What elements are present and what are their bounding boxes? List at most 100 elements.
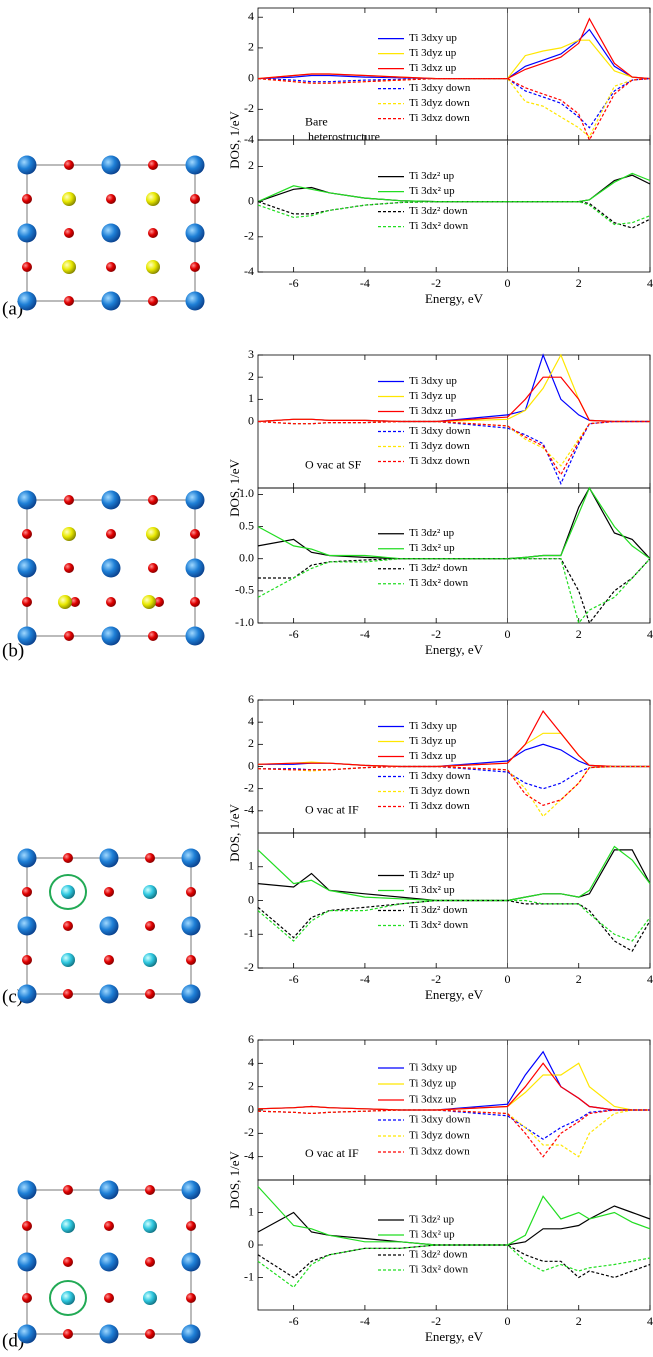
dopant-atom <box>58 595 72 609</box>
o-atom <box>145 989 155 999</box>
ti-atom <box>100 849 119 868</box>
o-atom <box>186 955 196 965</box>
o-atom <box>148 228 158 238</box>
annotation: Bare heterostructure <box>305 114 380 143</box>
dopant-atom <box>146 527 160 541</box>
x-tick-label: -4 <box>360 627 370 641</box>
legend-label: Ti 3dxy down <box>409 425 471 437</box>
x-tick-label: 4 <box>647 972 653 986</box>
ti-atom <box>100 1181 119 1200</box>
legend-label: Ti 3dxy down <box>409 770 471 782</box>
x-axis-label: Energy, eV <box>425 1329 484 1344</box>
x-tick-label: -6 <box>289 972 299 986</box>
y-tick-label: 0 <box>248 1237 254 1251</box>
legend-label: Ti 3dyz down <box>409 785 470 797</box>
ti-atom <box>182 917 201 936</box>
o-atom <box>63 1185 73 1195</box>
legend-label: Ti 3dx² down <box>409 220 469 232</box>
legend-label: Ti 3dxy up <box>409 1062 457 1074</box>
x-tick-label: -4 <box>360 972 370 986</box>
y-tick-label: -1 <box>244 1269 254 1283</box>
legend-label: Ti 3dz² down <box>409 562 468 574</box>
y-tick-label: -0.5 <box>235 583 254 597</box>
o-atom <box>104 1221 114 1231</box>
dopant-atom <box>142 595 156 609</box>
y-axis-label: DOS, 1/eV <box>227 1151 242 1209</box>
dopant-atom <box>62 527 76 541</box>
ti-atom <box>186 292 205 311</box>
o-atom <box>148 563 158 573</box>
x-tick-label: 4 <box>647 627 653 641</box>
x-tick-label: -6 <box>289 1314 299 1328</box>
o-atom <box>64 495 74 505</box>
o-atom <box>106 262 116 272</box>
ti-atom <box>18 1181 37 1200</box>
legend-label: Ti 3dxz up <box>409 62 457 74</box>
ti-atom <box>18 849 37 868</box>
ti-atom <box>182 985 201 1004</box>
legend-label: Ti 3dx² up <box>409 542 455 554</box>
o-atom <box>145 1185 155 1195</box>
o-atom <box>63 853 73 863</box>
y-tick-label: 0.0 <box>239 550 254 564</box>
legend-label: Ti 3dxz down <box>409 800 470 812</box>
o-atom <box>148 631 158 641</box>
x-tick-label: 0 <box>504 627 510 641</box>
legend-label: Ti 3dxy up <box>409 375 457 387</box>
y-tick-label: 0 <box>248 413 254 427</box>
dopant-atom <box>143 1219 157 1233</box>
legend-label: Ti 3dxy down <box>409 82 471 94</box>
dopant-atom <box>146 192 160 206</box>
x-axis-label: Energy, eV <box>425 291 484 306</box>
ti-atom <box>186 491 205 510</box>
ti-atom <box>182 1325 201 1344</box>
y-tick-label: -2 <box>244 229 254 243</box>
plot-frame <box>258 488 650 623</box>
o-atom <box>22 194 32 204</box>
legend-label: Ti 3dxz down <box>409 112 470 124</box>
legend-label: Ti 3dxy up <box>409 720 457 732</box>
dopant-atom <box>61 1219 75 1233</box>
x-tick-label: -6 <box>289 627 299 641</box>
ti-atom <box>100 985 119 1004</box>
x-tick-label: 2 <box>576 276 582 290</box>
o-atom <box>190 597 200 607</box>
o-atom <box>186 887 196 897</box>
ti-atom <box>182 849 201 868</box>
y-tick-label: 2 <box>248 158 254 172</box>
legend-label: Ti 3dyz up <box>409 390 457 402</box>
figure: (a)(b)(c)(d)-4-2024DOS, 1/eVTi 3dxy upTi… <box>0 0 653 1357</box>
ti-atom <box>102 491 121 510</box>
x-tick-label: 0 <box>504 1314 510 1328</box>
ti-atom <box>182 1253 201 1272</box>
legend-label: Ti 3dx² down <box>409 1264 469 1276</box>
legend-label: Ti 3dxz down <box>409 1146 470 1158</box>
legend-label: Ti 3dz² up <box>409 170 455 182</box>
o-atom <box>63 1257 73 1267</box>
o-atom <box>22 955 32 965</box>
o-atom <box>145 1257 155 1267</box>
dopant-atom <box>143 885 157 899</box>
y-tick-label: 1 <box>248 391 254 405</box>
legend-label: Ti 3dx² up <box>409 1229 455 1241</box>
legend-label: Ti 3dz² down <box>409 904 468 916</box>
y-tick-label: 4 <box>248 1055 254 1069</box>
ti-atom <box>18 985 37 1004</box>
o-atom <box>22 887 32 897</box>
o-atom <box>63 989 73 999</box>
o-atom <box>22 262 32 272</box>
legend-label: Ti 3dx² down <box>409 577 469 589</box>
o-atom <box>64 296 74 306</box>
dopant-atom <box>143 953 157 967</box>
ti-atom <box>18 156 37 175</box>
legend-label: Ti 3dyz down <box>409 440 470 452</box>
ti-atom <box>186 627 205 646</box>
y-tick-label: 0 <box>248 70 254 84</box>
annotation: O vac at IF <box>305 802 359 816</box>
o-atom <box>64 160 74 170</box>
o-atom <box>22 1293 32 1303</box>
y-tick-label: -4 <box>244 1148 254 1162</box>
y-tick-label: 2 <box>248 736 254 750</box>
y-tick-label: 2 <box>248 1078 254 1092</box>
y-tick-label: 4 <box>248 9 254 23</box>
